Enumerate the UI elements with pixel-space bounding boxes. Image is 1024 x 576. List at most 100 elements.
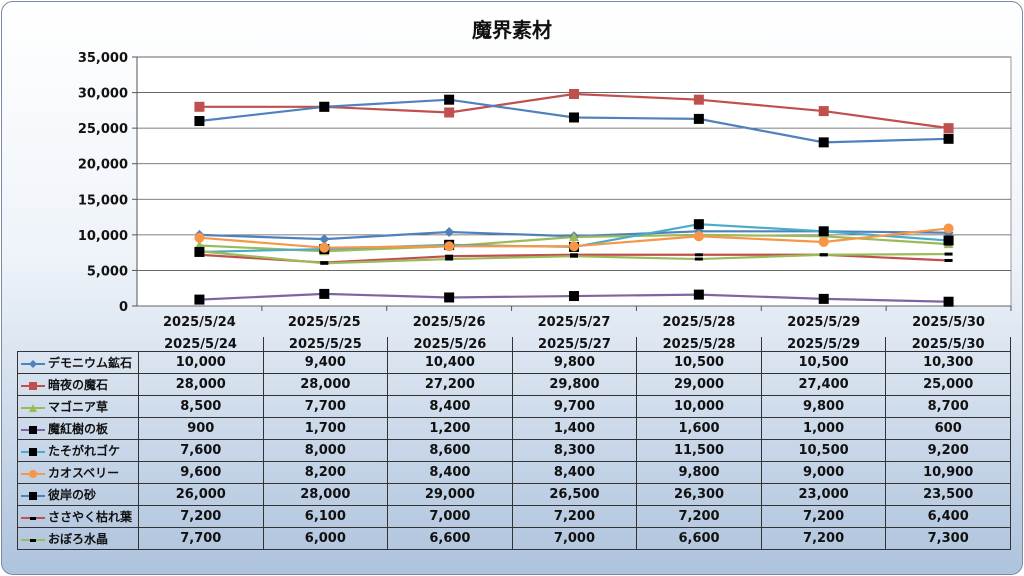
legend-label: 魔紅樹の板 xyxy=(48,422,109,436)
legend-label: おぼろ水晶 xyxy=(48,532,109,546)
legend-entry: たそがれゴケ xyxy=(17,439,139,462)
data-table-cell: 7,200 xyxy=(511,505,638,528)
legend-key-icon xyxy=(21,403,45,412)
data-point xyxy=(819,253,828,257)
data-table-cell: 9,700 xyxy=(511,395,638,418)
data-table-cell: 900 xyxy=(138,417,264,440)
data-point xyxy=(818,137,829,148)
data-table-cell: 9,800 xyxy=(636,461,762,484)
data-table-cell: 6,100 xyxy=(262,505,389,528)
legend-entry: カオスベリー xyxy=(17,461,139,484)
data-table-cell: 8,300 xyxy=(511,439,638,462)
data-point xyxy=(818,226,829,237)
data-table-cell: 28,000 xyxy=(138,373,264,396)
data-point xyxy=(444,292,455,303)
data-table-header-row: 2025/5/24 2025/5/25 2025/5/26 2025/5/27 2025… xyxy=(18,337,1011,352)
legend-key-marker xyxy=(30,516,36,520)
data-table-cell: 23,500 xyxy=(885,483,1011,506)
data-table-cell: 7,200 xyxy=(760,527,887,550)
data-point xyxy=(195,249,204,253)
data-point xyxy=(444,94,455,105)
legend-entry: ささやく枯れ葉 xyxy=(17,505,139,528)
data-table-column-header: 2025/5/29 xyxy=(761,337,887,352)
data-point xyxy=(444,107,455,118)
data-point xyxy=(319,242,330,253)
data-table-row: カオスベリー 9,600 8,200 8,400 8,400 9,800 9,000 10,9… xyxy=(17,461,1011,484)
legend-entry: マゴニア草 xyxy=(17,395,139,418)
legend-entry: おぼろ水晶 xyxy=(17,527,139,550)
legend-entry: デモニウム鉱石 xyxy=(17,351,139,374)
data-point xyxy=(944,252,953,256)
legend-key-marker xyxy=(29,359,37,368)
data-table-cell: 1,400 xyxy=(511,417,638,440)
data-table-cell: 10,400 xyxy=(387,351,513,374)
data-table-cell: 8,400 xyxy=(511,461,638,484)
x-tick-label: 2025/5/28 xyxy=(662,315,735,330)
legend-key-marker xyxy=(30,538,36,542)
y-tick-label: 35,000 xyxy=(78,51,128,66)
data-point xyxy=(693,231,704,242)
data-table-corner xyxy=(18,337,139,352)
data-table-cell: 26,500 xyxy=(511,483,638,506)
legend-key-icon xyxy=(21,491,45,500)
data-point xyxy=(693,113,704,124)
data-table-cell: 7,200 xyxy=(760,505,887,528)
x-tick-label: 2025/5/25 xyxy=(288,315,361,330)
legend-key-icon xyxy=(21,381,45,390)
data-table-row: マゴニア草 8,500 7,700 8,400 9,700 10,000 9,800 8,70… xyxy=(17,395,1011,418)
data-table-cell: 9,800 xyxy=(760,395,887,418)
data-table-cell: 10,900 xyxy=(885,461,1011,484)
data-table-cell: 27,200 xyxy=(387,373,513,396)
data-table-cell: 9,000 xyxy=(760,461,887,484)
legend-key-marker xyxy=(29,425,37,434)
legend-label: デモニウム鉱石 xyxy=(48,356,133,370)
data-table-cell: 26,000 xyxy=(138,483,264,506)
x-tick-label: 2025/5/24 xyxy=(163,315,236,330)
data-table-cell: 1,600 xyxy=(636,417,762,440)
line-chart-plot: 0 5,000 10,000 15,000 20,000 25,000 30,000 35,0… xyxy=(78,51,1012,330)
data-point xyxy=(818,236,829,247)
data-table-cell: 29,000 xyxy=(636,373,762,396)
data-table-cell: 10,500 xyxy=(760,351,887,374)
data-point xyxy=(194,116,205,127)
data-point xyxy=(818,106,829,117)
legend-key-marker xyxy=(29,491,37,500)
data-point xyxy=(320,261,329,265)
data-point xyxy=(694,253,703,257)
legend-key-marker xyxy=(29,403,37,412)
data-table-cell: 6,400 xyxy=(885,505,1011,528)
data-table-cell: 29,800 xyxy=(511,373,638,396)
data-point xyxy=(569,241,579,252)
data-table-cell: 25,000 xyxy=(885,373,1011,396)
y-tick-label: 20,000 xyxy=(78,158,128,173)
data-table-cell: 7,300 xyxy=(885,527,1011,550)
data-point xyxy=(570,254,578,258)
legend-key-icon xyxy=(21,538,45,542)
data-table-cell: 8,600 xyxy=(387,439,513,462)
legend-key-marker xyxy=(29,469,37,478)
legend-label: カオスベリー xyxy=(48,466,120,480)
data-table-column-header: 2025/5/28 xyxy=(636,337,762,352)
x-tick-label: 2025/5/29 xyxy=(787,315,860,330)
data-table-cell: 7,700 xyxy=(262,395,389,418)
data-table-cell: 9,600 xyxy=(138,461,264,484)
data-table-cell: 11,500 xyxy=(636,439,762,462)
data-table-row: 魔紅樹の板 900 1,700 1,200 1,400 1,600 1,000 600 xyxy=(17,417,1011,440)
data-point xyxy=(444,227,455,238)
y-tick-label: 5,000 xyxy=(87,264,128,279)
data-table-cell: 27,400 xyxy=(760,373,887,396)
data-table-cell: 28,000 xyxy=(262,483,389,506)
data-table-cell: 23,000 xyxy=(760,483,887,506)
data-point xyxy=(194,294,205,305)
legend-entry: 魔紅樹の板 xyxy=(17,417,139,440)
data-table-cell: 28,000 xyxy=(262,373,389,396)
data-table-row: おぼろ水晶 7,700 6,000 6,600 7,000 6,600 7,200 7,300 xyxy=(17,527,1011,550)
data-table-cell: 8,500 xyxy=(138,395,264,418)
data-table-cell: 6,600 xyxy=(387,527,513,550)
data-table-cell: 600 xyxy=(885,417,1011,440)
data-table-cell: 9,400 xyxy=(262,351,389,374)
data-table-row: たそがれゴケ 7,600 8,000 8,600 8,300 11,500 10,500 9,… xyxy=(17,439,1011,462)
data-table-cell: 7,600 xyxy=(138,439,264,462)
y-tick-label: 15,000 xyxy=(78,193,128,208)
data-table-cell: 7,200 xyxy=(138,505,264,528)
